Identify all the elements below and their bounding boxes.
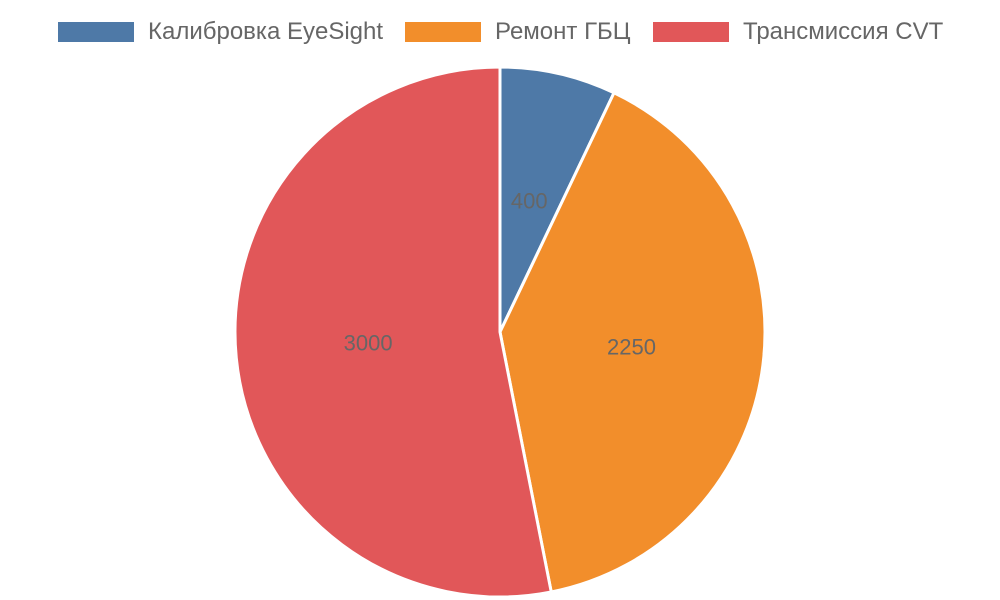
legend-swatch-cvt	[653, 22, 729, 42]
pie-slices	[233, 65, 767, 599]
data-label-gbc: 2250	[607, 334, 656, 359]
legend-item-cvt[interactable]: Трансмиссия CVT	[653, 18, 943, 46]
legend-label-cvt: Трансмиссия CVT	[743, 18, 944, 45]
data-label-eyesight: 400	[511, 189, 548, 214]
legend-item-eyesight[interactable]: Калибровка EyeSight	[58, 18, 383, 46]
chart-legend: Калибровка EyeSight Ремонт ГБЦ Трансмисс…	[0, 0, 1000, 64]
legend-swatch-eyesight	[58, 22, 134, 42]
legend-label-gbc: Ремонт ГБЦ	[495, 18, 631, 45]
pie-data-labels: 400 2250 3000	[344, 189, 656, 360]
legend-swatch-gbc	[405, 22, 481, 42]
legend-label-eyesight: Калибровка EyeSight	[148, 18, 384, 45]
pie-slice-eyesight[interactable]	[498, 65, 616, 334]
pie-slice-gbc[interactable]	[498, 91, 767, 594]
pie-slice-cvt[interactable]	[233, 65, 553, 599]
data-label-cvt: 3000	[344, 331, 393, 356]
legend-item-gbc[interactable]: Ремонт ГБЦ	[405, 18, 631, 46]
